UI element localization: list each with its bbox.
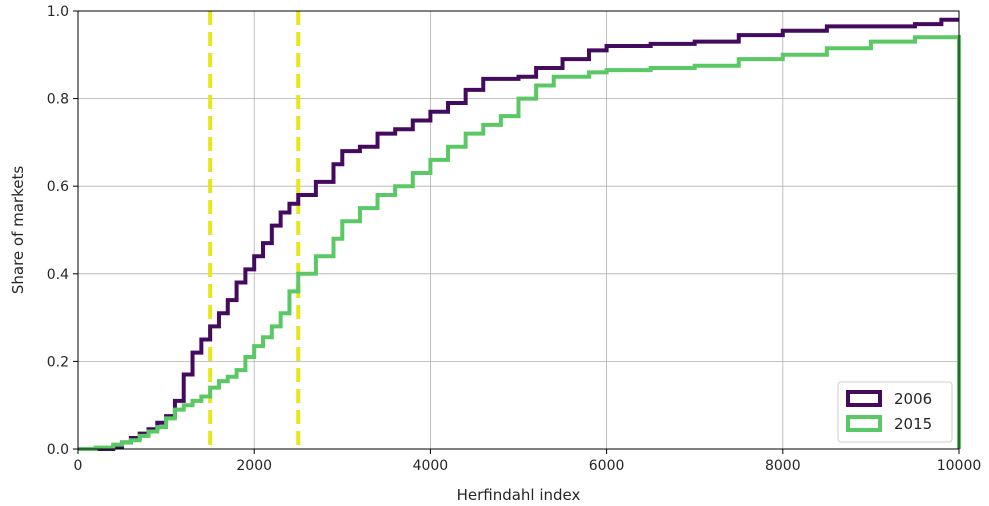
legend: 2006 2015 xyxy=(837,381,953,443)
x-tick-label-2: 4000 xyxy=(413,458,449,474)
legend-box xyxy=(837,381,953,443)
reference-lines xyxy=(208,11,301,449)
x-tick-label-5: 10000 xyxy=(937,458,982,474)
legend-swatch-2006 xyxy=(846,390,882,407)
x-tick-label-0: 0 xyxy=(74,458,83,474)
y-tick-label-4: 0.8 xyxy=(47,92,69,108)
legend-swatch-2015 xyxy=(846,415,882,432)
y-tick-label-0: 0.0 xyxy=(47,442,69,458)
x-axis-label: Herfindahl index xyxy=(457,486,581,504)
series-line-2006 xyxy=(78,17,959,451)
y-tick-label-3: 0.6 xyxy=(47,179,69,195)
y-tick-label-5: 1.0 xyxy=(47,4,69,20)
x-tick-label-4: 8000 xyxy=(765,458,801,474)
y-tick-label-1: 0.2 xyxy=(47,354,69,370)
y-axis-ticks: 0.0 0.2 0.4 0.6 0.8 1.0 xyxy=(47,4,78,458)
x-tick-label-1: 2000 xyxy=(236,458,272,474)
x-axis-ticks: 0 2000 4000 6000 8000 10000 xyxy=(74,449,982,474)
legend-label-2015: 2015 xyxy=(894,415,932,433)
series-line-2015 xyxy=(78,35,961,451)
y-tick-label-2: 0.4 xyxy=(47,267,69,283)
legend-label-2006: 2006 xyxy=(894,390,932,408)
x-tick-label-3: 6000 xyxy=(589,458,625,474)
y-axis-label: Share of markets xyxy=(9,166,27,295)
plot-frame xyxy=(77,10,960,450)
